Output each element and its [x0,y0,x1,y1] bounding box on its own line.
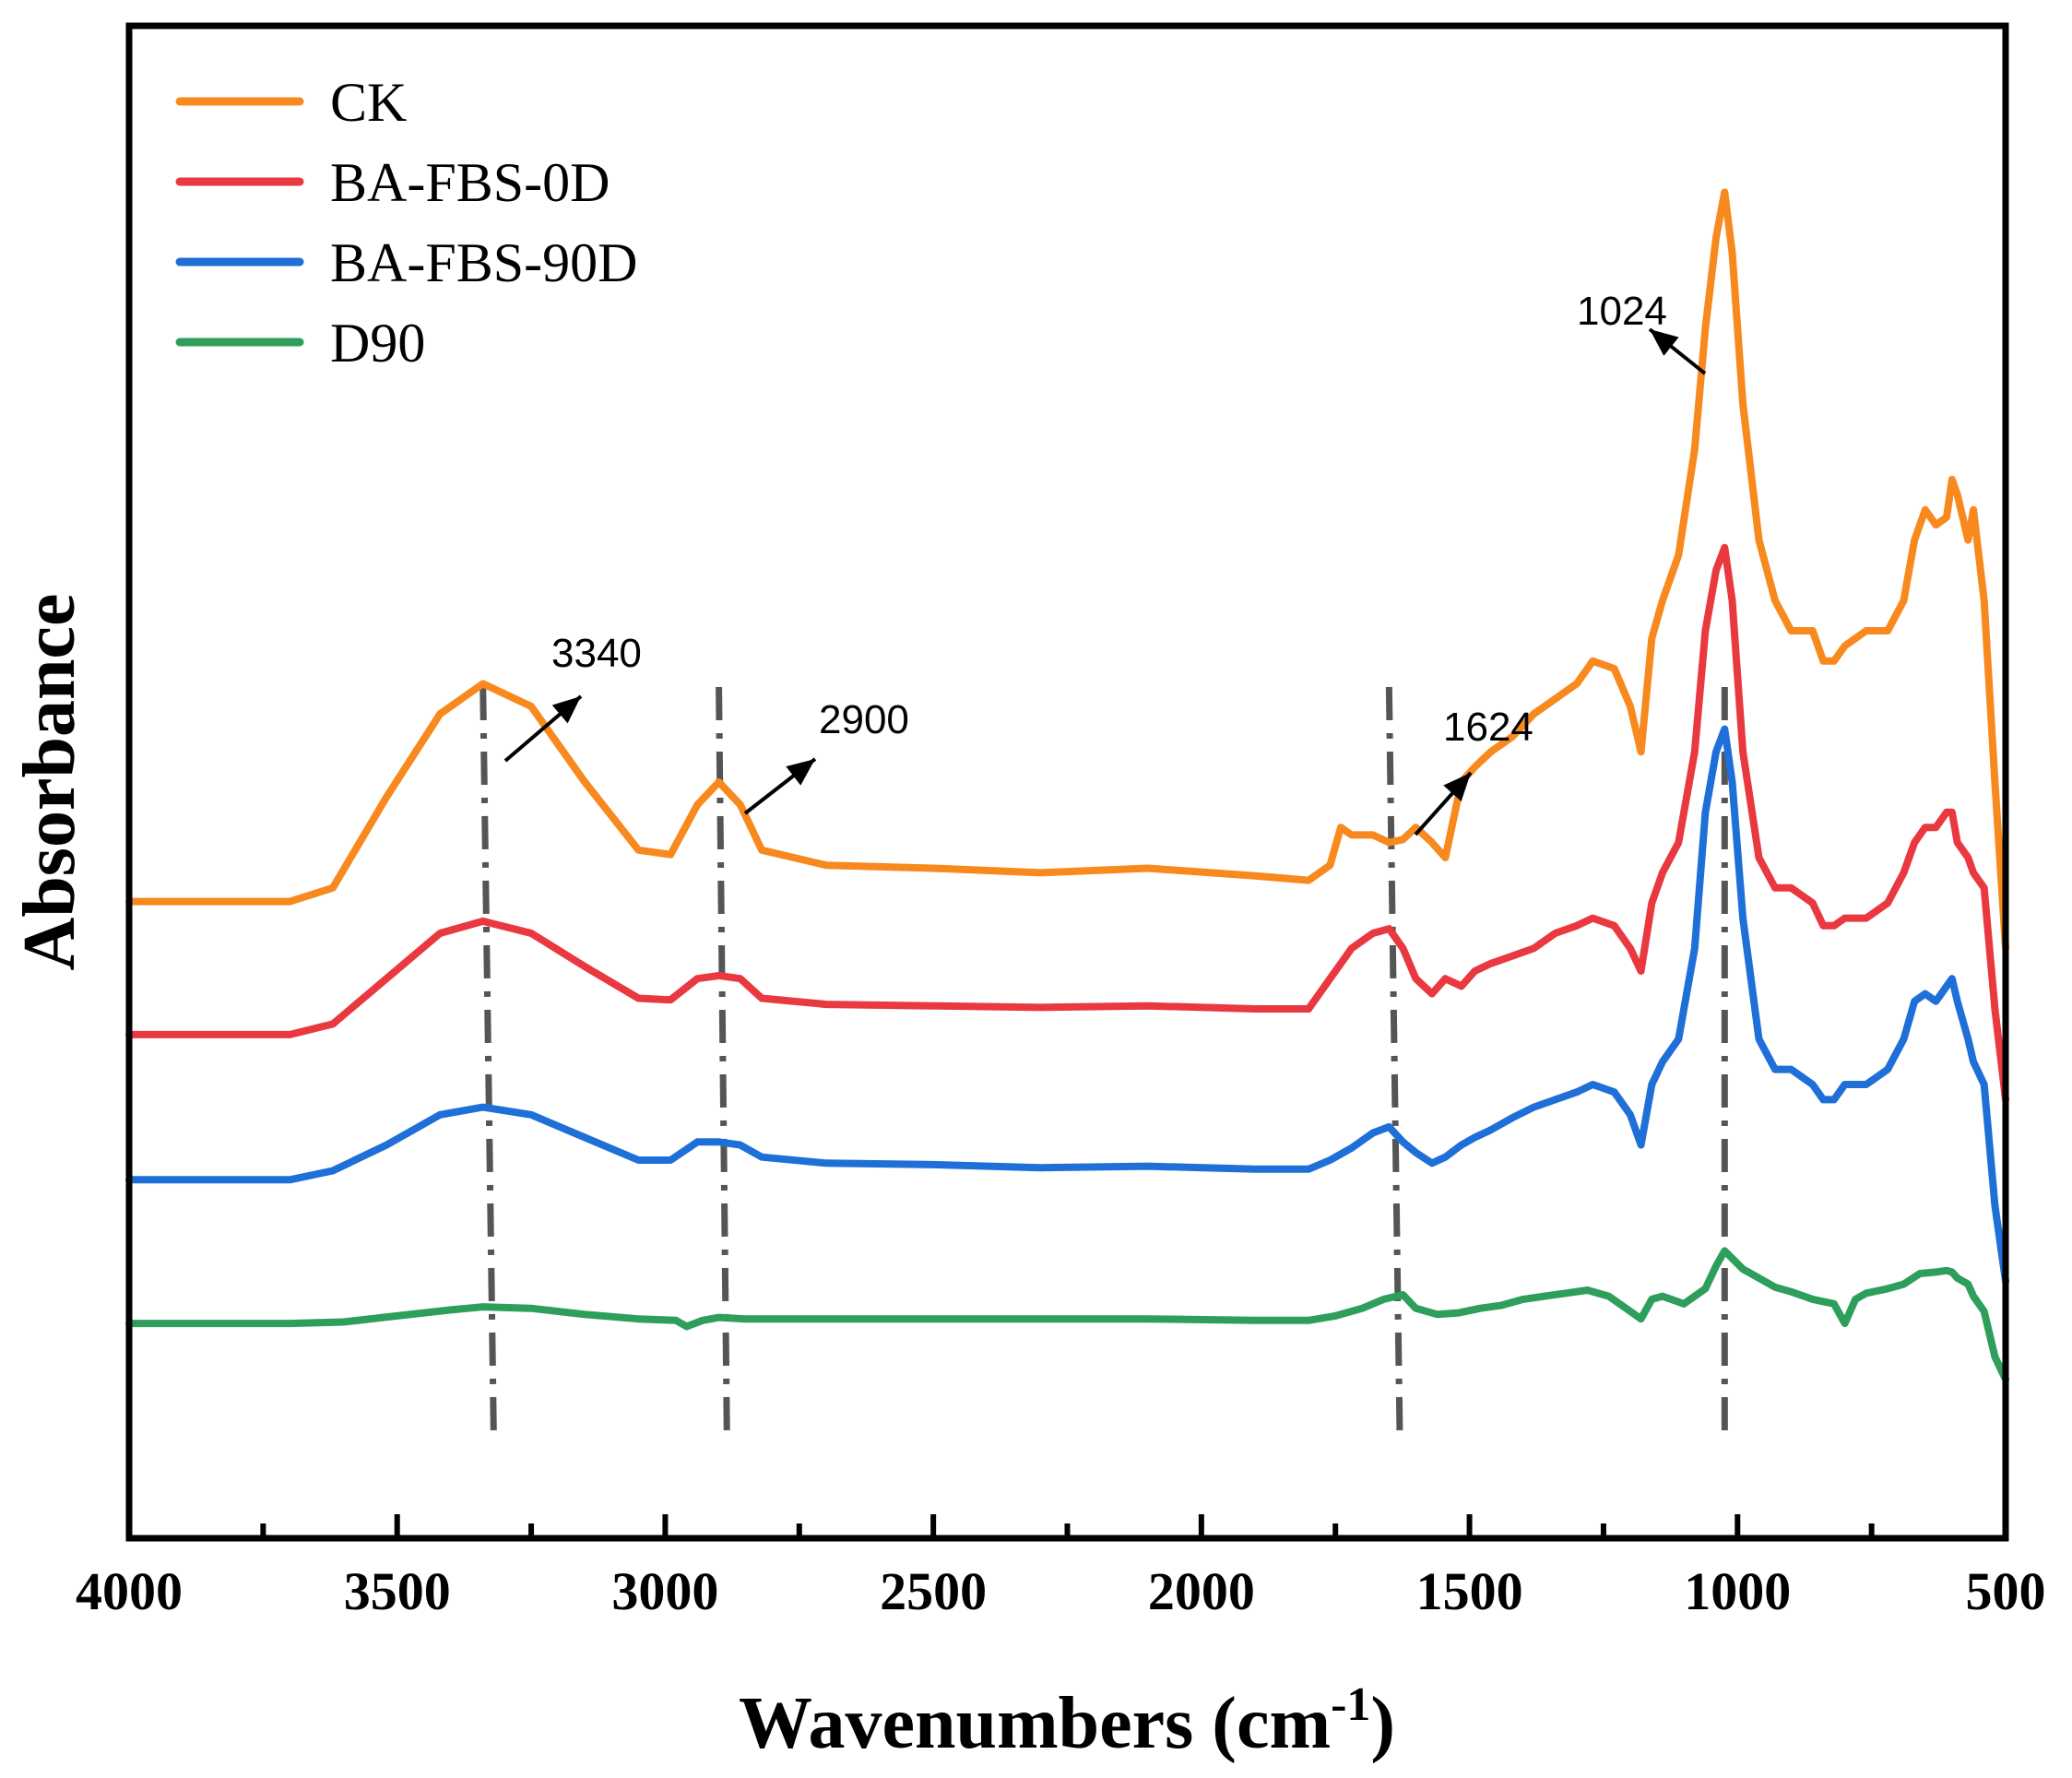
series-line-D90 [125,1247,2009,1383]
annotation-label-3340: 3340 [551,631,642,676]
series-line-BA-FBS-90D [125,725,2009,1286]
legend-label-D90: D90 [330,313,425,373]
x-axis-title: Wavenumbers (cm-1) [739,1678,1395,1764]
annotation-label-2900: 2900 [819,697,909,742]
x-axis-title-main: Wavenumbers (cm [739,1683,1331,1764]
annotation-label-1024: 1024 [1577,289,1667,334]
x-axis-tick-labels: 4000 3500 3000 2500 2000 1500 1000 500 [76,1561,2046,1621]
series-line-CK [125,188,2009,953]
y-axis-title: Absorbance [9,594,90,971]
x-tick-label-2500: 2500 [880,1561,987,1621]
annotation-label-1624: 1624 [1443,705,1533,750]
series-line-BA-FBS-0D [125,543,2009,1104]
x-axis-title-superscript: -1 [1331,1678,1370,1731]
x-tick-label-4000: 4000 [76,1561,183,1621]
x-tick-label-1000: 1000 [1684,1561,1791,1621]
legend-label-BA-FBS-0D: BA-FBS-0D [330,152,610,213]
x-tick-label-500: 500 [1966,1561,2046,1621]
x-tick-label-2000: 2000 [1148,1561,1255,1621]
annotation-arrowhead-1624 [1443,773,1471,802]
peak-annotations: 3340 2900 1624 1024 [503,289,1707,836]
legend-label-BA-FBS-90D: BA-FBS-90D [330,232,637,293]
x-tick-label-1500: 1500 [1416,1561,1523,1621]
annotation-arrowhead-3340 [551,696,581,724]
annotation-arrowhead-2900 [786,759,815,786]
series-layer [125,188,2009,1383]
x-tick-label-3500: 3500 [344,1561,451,1621]
guide-line-2 [1385,686,1403,1435]
x-tick-label-3000: 3000 [611,1561,718,1621]
x-axis-title-suffix: ) [1370,1683,1395,1764]
annotation-arrowhead-1024 [1650,329,1679,356]
legend-label-CK: CK [330,72,407,133]
guide-lines [480,686,1728,1435]
guide-line-1 [716,686,730,1435]
x-axis-ticks [126,1514,2008,1538]
legend: CK BA-FBS-0D BA-FBS-90D D90 [175,72,637,373]
guide-line-0 [480,686,497,1435]
